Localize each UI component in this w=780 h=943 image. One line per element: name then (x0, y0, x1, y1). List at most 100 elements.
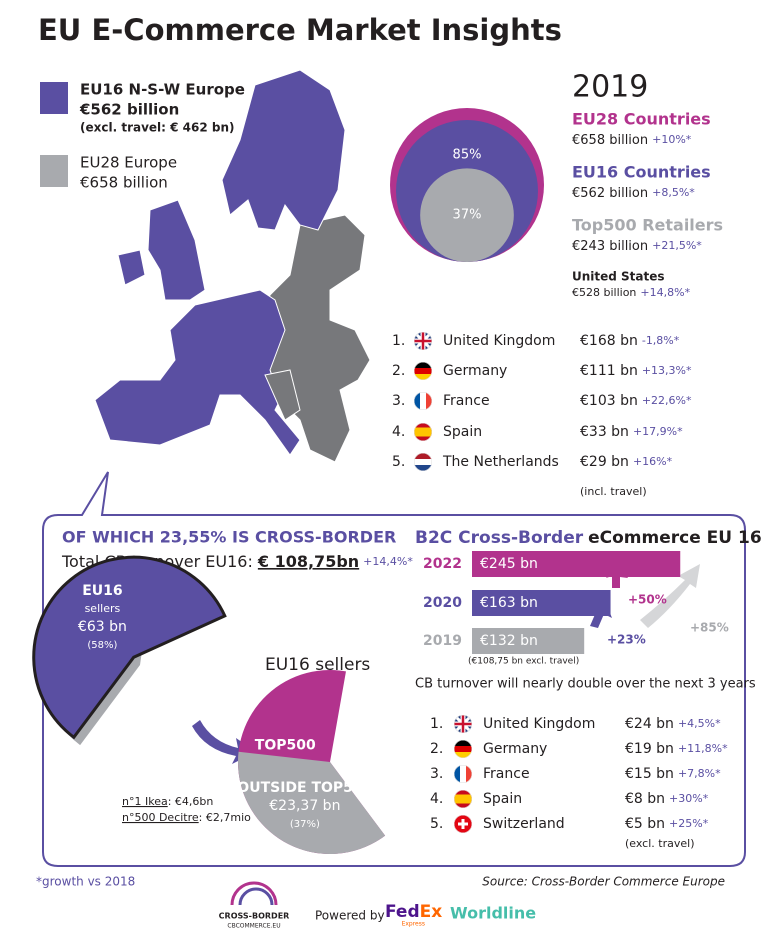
legend-value: €562 billion (79, 101, 179, 119)
flag-part (414, 465, 432, 471)
country: United Kingdom (443, 333, 555, 349)
pie-name: TOP500 (255, 738, 316, 754)
b2c-summary: CB turnover will nearly double over the … (415, 677, 756, 692)
country: United Kingdom (483, 716, 595, 732)
flag-part (466, 765, 472, 783)
row-value-part: €111 bn (580, 363, 638, 379)
fedex-sub: Express (402, 921, 425, 928)
circle-label: 85% (453, 148, 482, 163)
row-value-part: +16%* (633, 455, 673, 468)
rank: 1. (392, 333, 405, 349)
note: (excl. travel) (625, 837, 694, 850)
flag-part (454, 794, 472, 804)
rank: 5. (430, 816, 443, 832)
row-value-part: +13,3%* (642, 364, 692, 377)
rank: 3. (392, 393, 405, 409)
row-value-part: €15 bn (625, 766, 674, 782)
flag (454, 765, 472, 783)
bar-note: (€108,75 bn excl. travel) (468, 657, 579, 667)
bar-year: 2020 (423, 595, 462, 611)
bar (472, 551, 681, 577)
fedex: FedEx (385, 902, 442, 922)
row-value-part: +25%* (669, 817, 709, 830)
country: Switzerland (483, 816, 565, 832)
row-value-part: +7,8%* (678, 767, 721, 780)
us-name: United States (572, 270, 665, 284)
market-value-part: +21,5%* (652, 239, 702, 252)
market-value-part: €658 billion (572, 133, 648, 148)
b2c-title-part: eCommerce EU 16 (588, 528, 762, 548)
pie-sub: sellers (85, 602, 121, 615)
country: The Netherlands (442, 454, 559, 470)
row-value: €29 bn +16%* (580, 454, 673, 470)
row-value: €168 bn -1,8%* (580, 333, 680, 349)
rank: 2. (392, 363, 405, 379)
market-name: EU28 Countries (572, 110, 711, 129)
circle-label: 37% (453, 208, 482, 223)
legend-name: EU16 N-S-W Europe (80, 81, 245, 99)
market-name: EU16 Countries (572, 163, 711, 182)
market-value-part: +8,5%* (652, 186, 695, 199)
flag-part (460, 765, 466, 783)
market-value: €562 billion +8,5%* (572, 186, 695, 201)
source: Source: Cross-Border Commerce Europe (482, 875, 725, 889)
bar-year: 2019 (423, 633, 462, 649)
logo-name: CROSS-BORDER (219, 912, 290, 921)
row-value-part: €168 bn (580, 333, 638, 349)
rank: 4. (392, 424, 405, 440)
cb-total-part: +14,4%* (363, 555, 413, 568)
row-value-part: +22,6%* (642, 394, 692, 407)
footnote: *growth vs 2018 (36, 875, 135, 889)
pie-name: OUTSIDE TOP500 (237, 780, 372, 796)
country: Germany (443, 363, 507, 379)
europe-map (94, 69, 371, 463)
market-value: €658 billion +10%* (572, 133, 692, 148)
row-value-part: €103 bn (580, 393, 638, 409)
seller-note-part: n°500 Decitre (122, 811, 199, 824)
flag-part (426, 392, 432, 410)
market-value-part: +10%* (652, 133, 692, 146)
us-value: €528 billion +14,8%* (572, 286, 691, 299)
flag-part (420, 392, 426, 410)
bar (472, 628, 585, 654)
row-value-part: €5 bn (625, 816, 665, 832)
row-value-part: +30%* (669, 792, 709, 805)
flag-part (414, 453, 432, 459)
seller-note-part: : €4,6bn (168, 795, 214, 808)
pie-slice (32, 555, 227, 740)
year: 2019 (572, 70, 648, 105)
legend-note: (excl. travel: € 462 bn) (80, 121, 235, 135)
growth-label: +23% (607, 633, 646, 647)
flag-part (414, 332, 432, 350)
country: France (443, 393, 490, 409)
title: EU E-Commerce Market Insights (38, 13, 562, 47)
row-value-part: €19 bn (625, 741, 674, 757)
pie-share-label: (37%) (290, 819, 320, 830)
row-value-part: +17,9%* (633, 425, 683, 438)
market-value: €243 billion +21,5%* (572, 239, 702, 254)
row-value-part: €33 bn (580, 424, 629, 440)
flag-part (454, 715, 472, 733)
legend-swatch (40, 155, 68, 187)
pie-share-label: (58%) (87, 640, 117, 651)
seller-note: n°1 Ikea: €4,6bn (122, 795, 213, 808)
legend-value: €658 billion (80, 174, 168, 192)
rank: 5. (392, 454, 405, 470)
country: France (483, 766, 530, 782)
row-value-part: -1,8%* (642, 334, 680, 347)
pie-amount: €23,37 bn (269, 798, 340, 814)
powered-by: Powered by (315, 909, 385, 923)
row-value: €24 bn +4,5%* (625, 716, 721, 732)
row-value: €8 bn +30%* (625, 791, 709, 807)
cross-border-logo (230, 881, 278, 906)
flag-part (454, 746, 472, 752)
row-value: €5 bn +25%* (625, 816, 709, 832)
row-value: €15 bn +7,8%* (625, 766, 721, 782)
flag (454, 715, 472, 733)
country: Germany (483, 741, 547, 757)
cb-total-part: € 108,75bn (257, 552, 359, 571)
flag-part (414, 427, 432, 437)
row-value-part: €8 bn (625, 791, 665, 807)
bar-label: €163 bn (480, 595, 538, 611)
